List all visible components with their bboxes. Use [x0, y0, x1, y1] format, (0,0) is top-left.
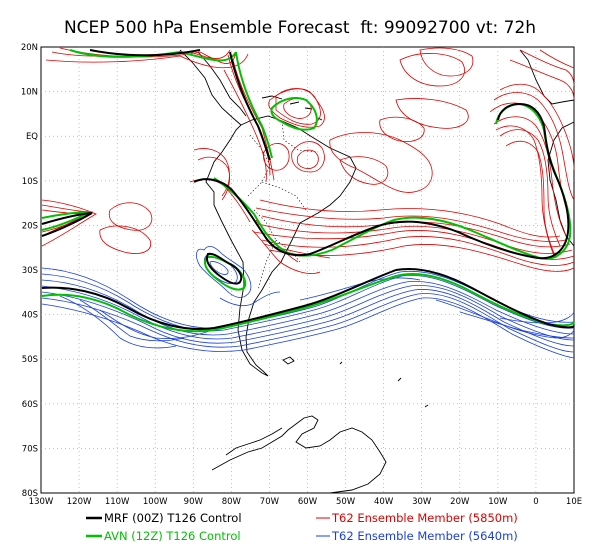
country-borders: [247, 120, 319, 291]
latitude-label: 30S: [22, 266, 38, 276]
longitude-label: 110W: [105, 497, 130, 507]
longitude-label: 0: [533, 497, 538, 507]
legend-label-blue-members: T62 Ensemble Member (5640m): [331, 529, 518, 543]
latitude-label: EQ: [26, 132, 38, 142]
legend-label-avn: AVN (12Z) T126 Control: [104, 529, 241, 543]
latitude-label: 80S: [22, 489, 38, 499]
coast-central-america: [179, 49, 247, 126]
mrf-control-contours: [41, 49, 575, 330]
longitude-label: 20W: [450, 497, 470, 507]
latitude-label: 70S: [22, 444, 38, 454]
longitude-label: 80W: [222, 497, 242, 507]
legend-label-red-members: T62 Ensemble Member (5850m): [331, 511, 518, 525]
longitude-label: 90W: [184, 497, 204, 507]
map-frame: [40, 46, 575, 494]
map-title: NCEP 500 hPa Ensemble Forecast ft: 99092…: [63, 18, 537, 38]
latitude-labels: 20N 10N EQ 10S 20S 30S 40S 50S 60S 70S 80S: [21, 43, 38, 499]
longitude-label: 100W: [143, 497, 168, 507]
latitude-label: 50S: [22, 355, 38, 365]
latitude-label: 10S: [22, 177, 38, 187]
coast-small-islands: [339, 361, 429, 408]
longitude-label: 60W: [298, 497, 318, 507]
longitude-label: 10W: [488, 497, 508, 507]
legend: MRF (00Z) T126 Control AVN (12Z) T126 Co…: [86, 511, 518, 543]
longitude-label: 70W: [260, 497, 280, 507]
coast-falklands: [282, 356, 295, 365]
latitude-label: 20N: [21, 43, 38, 53]
latitude-label: 60S: [22, 400, 38, 410]
longitude-label: 120W: [67, 497, 92, 507]
longitude-labels: 130W 120W 110W 100W 90W 80W 70W 60W 50W 40W 30W 20W…: [29, 497, 582, 507]
longitude-label: 40W: [374, 497, 394, 507]
coast-caribbean: [261, 95, 323, 121]
coast-antarctica: [211, 415, 387, 494]
legend-label-mrf: MRF (00Z) T126 Control: [104, 511, 242, 525]
longitude-label: 30W: [412, 497, 432, 507]
latitude-label: 10N: [21, 88, 38, 98]
longitude-label: 130W: [29, 497, 54, 507]
latitude-label: 40S: [22, 311, 38, 321]
coast-antarctic-peninsula: [225, 427, 283, 456]
latitude-label: 20S: [22, 221, 38, 231]
longitude-label: 10E: [566, 497, 582, 507]
longitude-label: 50W: [336, 497, 356, 507]
